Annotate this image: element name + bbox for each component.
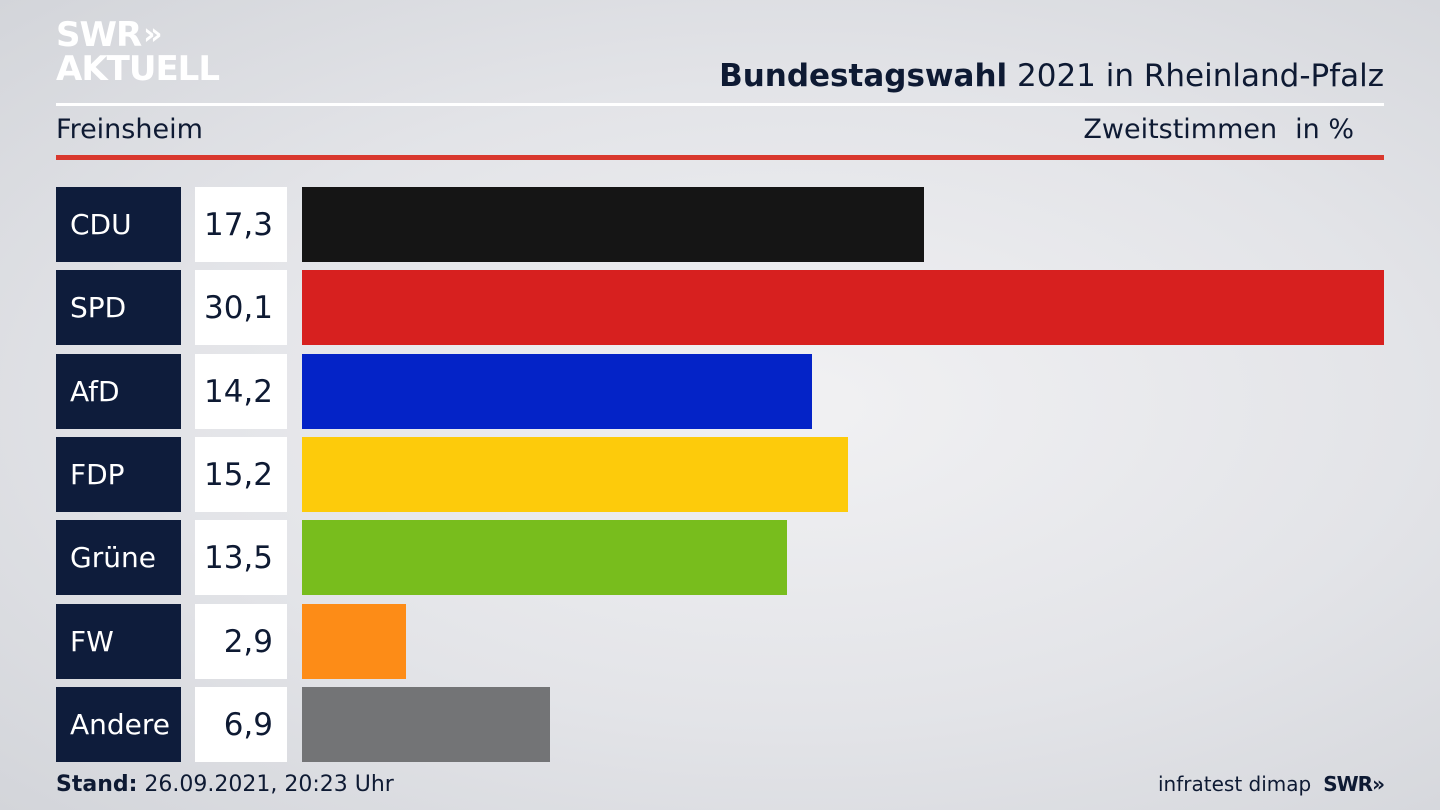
stand-label: Stand: [56,772,138,797]
value-label: 17,3 [195,187,287,262]
measure-name: Zweitstimmen [1083,114,1278,145]
timestamp: Stand: 26.09.2021, 20:23 Uhr [56,772,394,797]
bar [302,604,406,679]
bar [302,270,1384,345]
bar [302,187,924,262]
party-label: SPD [56,270,181,345]
unit-label: in % [1295,114,1354,145]
logo-swr-text: SWR [56,15,142,55]
region-name: Freinsheim [56,114,203,145]
logo-aktuell-text: AKTUELL [56,49,220,89]
header-divider [56,103,1384,106]
value-label: 14,2 [195,354,287,429]
party-label: FDP [56,437,181,512]
bar [302,437,848,512]
chart-title: Bundestagswahl 2021 in Rheinland-Pfalz [719,58,1384,94]
chart-title-bold: Bundestagswahl [719,58,1008,94]
source-name: infratest dimap [1158,772,1312,796]
value-label: 30,1 [195,270,287,345]
value-label: 6,9 [195,687,287,762]
party-label: Andere [56,687,181,762]
accent-divider [56,155,1384,160]
measure-label: Zweitstimmen in % [1083,114,1354,145]
value-label: 15,2 [195,437,287,512]
swr-footer-logo: SWR» [1323,772,1385,796]
value-label: 13,5 [195,520,287,595]
value-label: 2,9 [195,604,287,679]
party-label: Grüne [56,520,181,595]
stand-value: 26.09.2021, 20:23 Uhr [137,772,394,797]
chart-title-rest: 2021 in Rheinland-Pfalz [1007,58,1384,94]
logo-chevron-icon: » [143,17,163,52]
swr-aktuell-logo: SWR» AKTUELL [56,15,220,89]
bar [302,520,787,595]
party-label: FW [56,604,181,679]
source-credit: infratest dimap SWR» [1158,772,1385,796]
party-label: AfD [56,354,181,429]
party-label: CDU [56,187,181,262]
bar [302,354,812,429]
bar [302,687,550,762]
